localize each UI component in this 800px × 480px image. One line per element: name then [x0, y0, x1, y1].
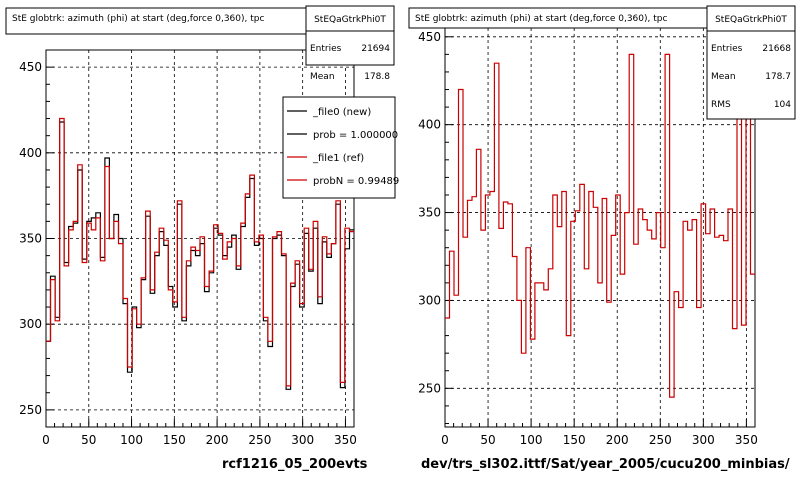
y-tick-label: 450 — [418, 30, 441, 44]
x-tick-label: 0 — [441, 433, 449, 447]
x-axis-caption: rcf1216_05_200evts — [222, 457, 368, 472]
chart-title: StE globtrk: azimuth (phi) at start (deg… — [415, 14, 667, 24]
stats-value: 178.7 — [765, 72, 791, 82]
stats-label: Mean — [711, 72, 736, 82]
histogram-series-1 — [445, 53, 755, 398]
x-tick-label: 200 — [606, 433, 629, 447]
x-tick-label: 350 — [334, 433, 357, 447]
chart-panel-1: 0 50 100 150 200 250 300 350 250 300 350 400 450 StE … — [5, 5, 399, 472]
legend-label: _file0 (new) — [312, 107, 371, 118]
x-tick-label: 350 — [735, 433, 758, 447]
chart-title: StE globtrk: azimuth (phi) at start (deg… — [12, 14, 264, 24]
chart-panel-2: 0 50 100 150 200 250 300 350 250 300 350 400 450 StE … — [408, 5, 796, 472]
y-tick-label: 400 — [418, 118, 441, 132]
y-tick-label: 350 — [418, 206, 441, 220]
x-tick-label: 50 — [81, 433, 96, 447]
histogram-series-2 — [46, 117, 354, 387]
x-tick-label: 100 — [120, 433, 143, 447]
stats-name: StEQaGtrkPhi0T — [715, 15, 787, 25]
x-tick-label: 250 — [649, 433, 672, 447]
x-axis-caption: dev/trs_sl302.ittf/Sat/year_2005/cucu200… — [421, 457, 790, 472]
y-tick-label: 350 — [19, 232, 42, 246]
stats-label: Entries — [310, 44, 342, 54]
x-tick-label: 0 — [42, 433, 50, 447]
legend-label: probN = 0.99489 — [313, 176, 399, 187]
y-tick-label: 250 — [19, 403, 42, 417]
stats-name: StEQaGtrkPhi0T — [314, 15, 386, 25]
stats-box — [706, 5, 796, 120]
x-tick-label: 200 — [206, 433, 229, 447]
y-tick-label: 400 — [19, 146, 42, 160]
stats-label: Mean — [310, 72, 335, 82]
x-tick-label: 300 — [291, 433, 314, 447]
legend-label: prob = 1.000000 — [313, 130, 398, 141]
y-tick-label: 450 — [19, 60, 42, 74]
x-tick-label: 250 — [248, 433, 271, 447]
x-tick-label: 150 — [163, 433, 186, 447]
stats-label: RMS — [711, 100, 731, 110]
stats-label: Entries — [711, 44, 743, 54]
stats-value: 178.8 — [364, 72, 390, 82]
stats-value: 21668 — [762, 44, 791, 54]
x-tick-label: 100 — [520, 433, 543, 447]
legend-box — [282, 96, 396, 199]
legend: _file0 (new) prob = 1.000000 _file1 (ref) p… — [282, 96, 399, 199]
x-tick-label: 300 — [692, 433, 715, 447]
x-tick-label: 50 — [480, 433, 495, 447]
stats-value: 21694 — [361, 44, 390, 54]
y-tick-label: 300 — [19, 317, 42, 331]
x-tick-label: 150 — [563, 433, 586, 447]
y-tick-label: 300 — [418, 293, 441, 307]
stats-value: 104 — [774, 100, 791, 110]
stats-box — [305, 5, 395, 66]
title-box — [5, 7, 307, 35]
y-tick-label: 250 — [418, 381, 441, 395]
legend-label: _file1 (ref) — [312, 153, 364, 164]
